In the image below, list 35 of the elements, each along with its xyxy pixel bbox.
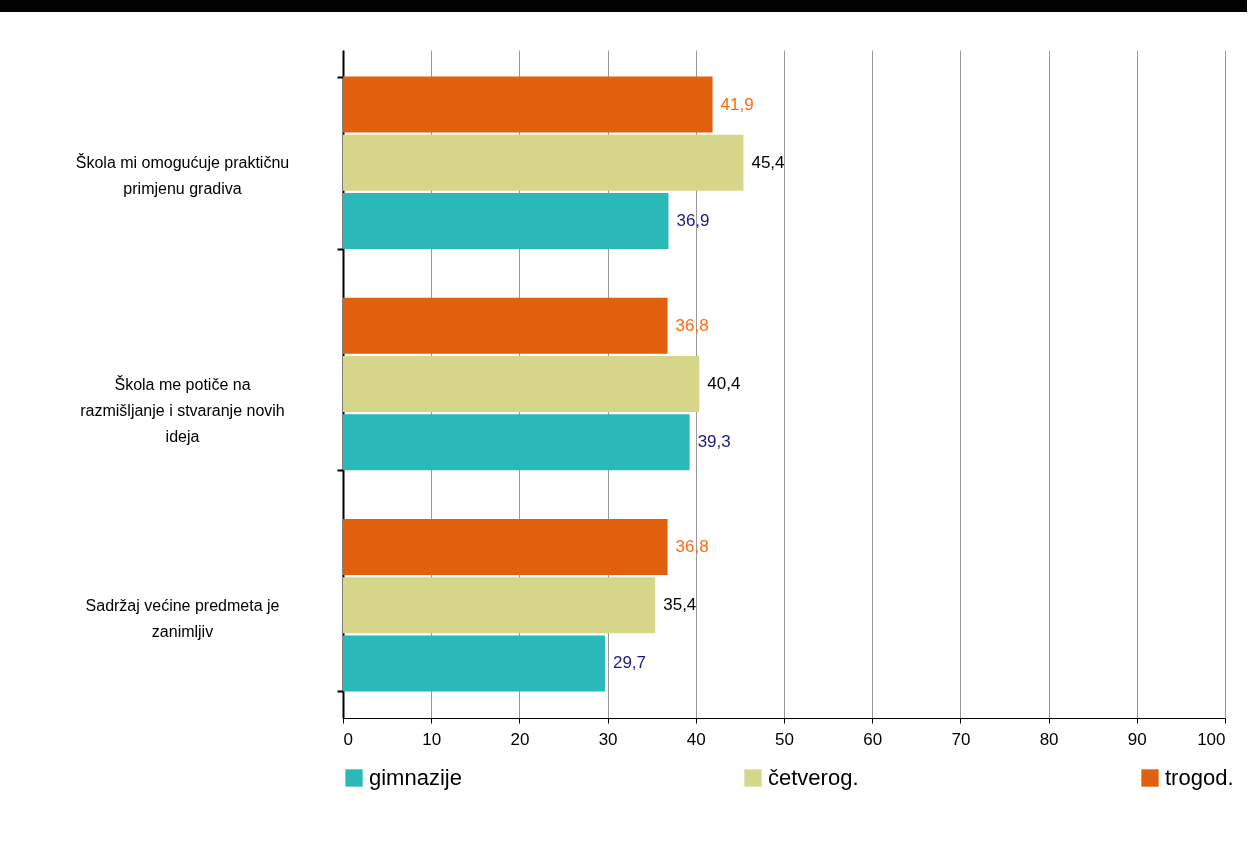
y-tick-label: Sadržaj većine predmeta je zanimljiv	[85, 596, 280, 640]
bar	[343, 577, 656, 634]
data-label: 45,4	[751, 152, 785, 172]
bar	[343, 297, 668, 354]
bar	[343, 134, 744, 191]
data-label: 36,8	[675, 315, 709, 335]
legend-label: trogod.	[1165, 765, 1234, 790]
bar	[343, 356, 700, 412]
legend-label: četverog.	[768, 765, 859, 790]
data-label: 40,4	[707, 374, 741, 393]
data-label: 36,8	[675, 536, 709, 556]
x-tick-label: 10	[422, 729, 442, 749]
x-tick-label: 30	[598, 729, 618, 749]
legend-label: gimnazije	[369, 765, 462, 790]
bar	[343, 518, 668, 575]
x-tick-label: 90	[1127, 729, 1147, 749]
x-tick-label: 50	[775, 729, 794, 749]
y-tick-label: Škola mi omogućuje praktičnu primjenu gradiva	[75, 153, 290, 198]
bar	[343, 414, 690, 471]
bar	[343, 193, 669, 250]
data-label: 41,9	[720, 94, 754, 114]
bar	[343, 76, 713, 133]
x-tick-label: 70	[951, 729, 971, 749]
x-tick-label: 80	[1039, 729, 1059, 749]
y-tick-label: Škola me potiče na razmišljanje i stvaranje novih ideja	[80, 374, 285, 445]
data-label: 29,7	[612, 653, 647, 673]
data-label: 36,9	[676, 211, 710, 231]
data-label: 39,3	[697, 432, 731, 452]
data-label: 35,4	[663, 595, 697, 615]
x-tick-label: 100	[1197, 729, 1226, 749]
x-tick-label: 20	[510, 729, 530, 749]
x-tick-label: 60	[863, 729, 883, 749]
x-tick-label: 40	[686, 729, 706, 749]
x-tick-label: 0	[343, 729, 353, 749]
bar	[343, 635, 605, 692]
